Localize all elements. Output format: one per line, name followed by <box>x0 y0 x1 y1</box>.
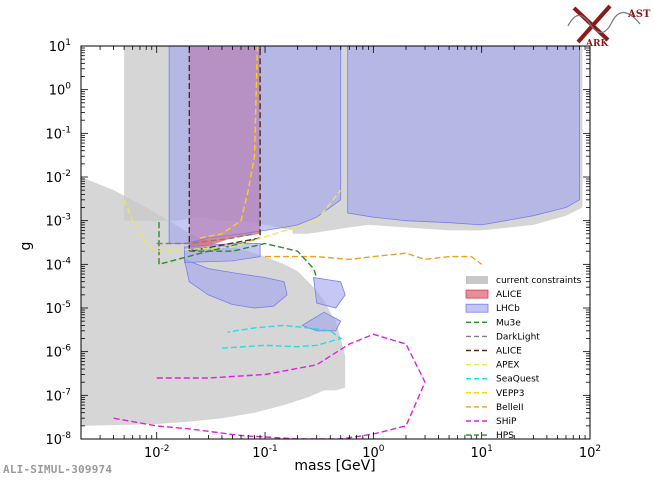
y-tick-label: 10-3 <box>45 213 71 230</box>
sensitivity-curves <box>113 46 483 439</box>
region-lhcb-2 <box>183 258 288 309</box>
y-tick-label: 10-5 <box>45 300 71 317</box>
y-tick-label: 10-6 <box>45 344 71 361</box>
logo-text-top: AST <box>627 9 651 20</box>
series-mu3e-0 <box>158 220 261 266</box>
y-tick-label: 10-4 <box>45 256 71 273</box>
series-darklight-1 <box>156 233 255 245</box>
exclusion-regions <box>81 46 583 426</box>
legend-label-hps: HPS <box>496 431 514 441</box>
legend-label-vepp3: VEPP3 <box>496 389 524 399</box>
y-tick-label: 10-7 <box>45 387 71 404</box>
series-apex-3 <box>123 189 342 252</box>
series-belleii-6 <box>265 252 483 265</box>
legend-label-darklight: DarkLight <box>496 332 540 342</box>
plot-frame <box>80 45 591 440</box>
x-tick-label: 102 <box>579 444 601 461</box>
x-axis-ticks: 10-2 10-1 100 101 102 <box>80 46 601 461</box>
legend-label-current-constraints: current constraints <box>496 276 582 286</box>
series-ship-7 <box>113 333 426 439</box>
legend-label-alice: ALICE <box>496 290 522 300</box>
region-lhcb-1 <box>347 46 580 226</box>
logo-text-bottom: ARK <box>585 39 609 49</box>
legend-label-mu3e: Mu3e <box>496 318 521 328</box>
x-axis-label: mass [GeV] <box>294 458 375 474</box>
legend-label-seaquest: SeaQuest <box>496 375 540 385</box>
legend: current constraints ALICE LHCb Mu3e DarkLigh… <box>465 276 582 441</box>
legend-label-belleii: BelleII <box>496 403 524 413</box>
region-lhcb-0 <box>168 46 342 244</box>
legend-swatch-alice <box>465 289 489 299</box>
series-seaquest-4 <box>221 324 343 349</box>
series-hps-8 <box>189 242 318 278</box>
series-alice-2 <box>188 47 261 253</box>
y-tick-label: 10-1 <box>45 125 71 142</box>
legend-label-ship: SHiP <box>496 417 517 427</box>
y-tick-label: 10-8 <box>45 431 71 448</box>
region-current-constraints-0 <box>81 177 346 426</box>
y-tick-label: 101 <box>49 38 71 55</box>
ast-ark-logo: AST ARK <box>567 4 651 49</box>
legend-label-alice: ALICE <box>496 347 522 357</box>
series-vepp3-5 <box>199 46 259 239</box>
y-axis-label: g <box>18 242 34 251</box>
region-lhcb-3 <box>313 277 346 309</box>
region-lhcb-4 <box>301 311 342 332</box>
y-axis-ticks: 10-8 10-7 10-6 10-5 10-4 10-3 10-2 10-1 100 101 <box>45 38 590 448</box>
figure-id-label: ALI-SIMUL-309974 <box>3 463 113 476</box>
y-tick-label: 100 <box>49 82 72 99</box>
x-tick-label: 101 <box>471 444 493 461</box>
y-tick-label: 10-2 <box>45 169 71 186</box>
legend-swatch-lhcb <box>465 303 489 313</box>
legend-label-lhcb: LHCb <box>496 304 520 314</box>
legend-label-apex: APEX <box>496 361 519 371</box>
x-tick-label: 10-2 <box>144 444 170 461</box>
x-tick-label: 10-1 <box>252 444 278 461</box>
legend-swatch-current-constraints <box>466 276 488 284</box>
